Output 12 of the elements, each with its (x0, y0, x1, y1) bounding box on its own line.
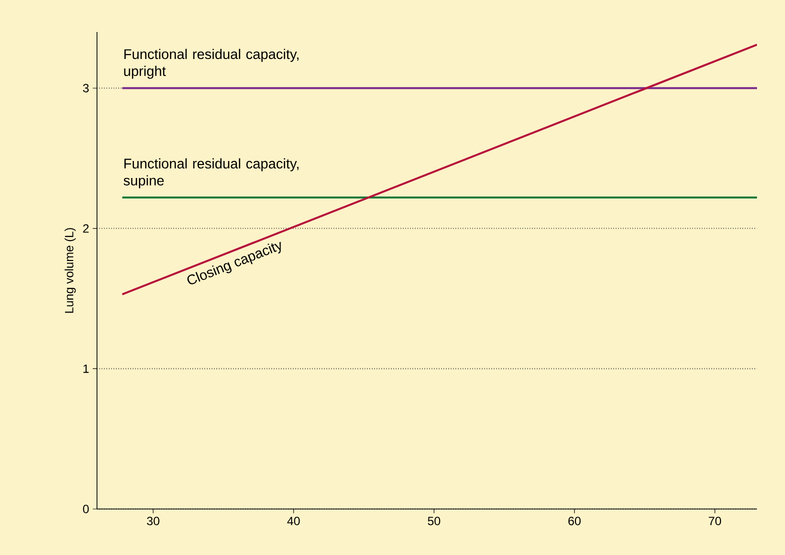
x-tick-label: 50 (428, 516, 440, 526)
y-tick-label: 0 (83, 504, 89, 514)
y-axis-title: Lung volume (L) (64, 228, 76, 313)
series-label: Functional residual capacity, supine (124, 158, 298, 188)
y-tick-label: 2 (83, 224, 89, 233)
x-tick-label: 30 (146, 516, 160, 526)
x-tick-label: 70 (708, 516, 722, 526)
series-label: Functional residual capacity, upright (124, 48, 298, 79)
x-tick-label: 40 (287, 516, 300, 526)
x-tick-label: 60 (568, 516, 581, 526)
y-tick-label: 3 (83, 84, 89, 92)
y-tick-label: 1 (83, 364, 89, 373)
